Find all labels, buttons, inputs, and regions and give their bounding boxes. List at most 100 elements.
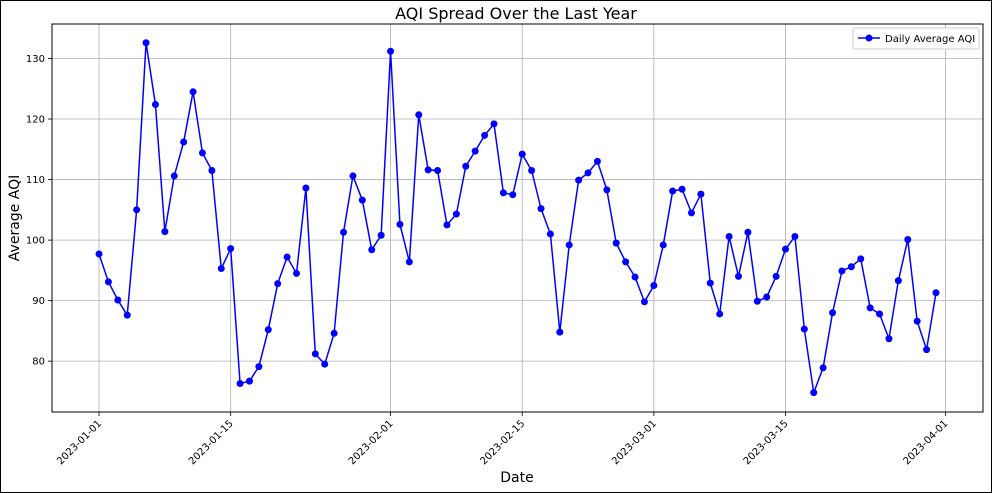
data-point bbox=[791, 232, 799, 240]
data-point bbox=[180, 138, 188, 146]
data-point bbox=[819, 364, 827, 372]
data-point bbox=[462, 162, 470, 170]
x-tick-label: 2023-01-01 bbox=[55, 418, 104, 467]
data-point bbox=[396, 220, 404, 228]
data-point bbox=[782, 245, 790, 253]
data-point bbox=[415, 111, 423, 119]
data-point bbox=[678, 185, 686, 193]
data-point bbox=[198, 149, 206, 157]
data-point bbox=[847, 263, 855, 271]
data-point bbox=[245, 377, 253, 385]
data-point bbox=[349, 172, 357, 180]
data-point bbox=[904, 235, 912, 243]
data-point bbox=[838, 267, 846, 275]
y-tick-label: 100 bbox=[26, 236, 45, 247]
data-point bbox=[575, 176, 583, 184]
data-point bbox=[189, 88, 197, 96]
data-point bbox=[133, 206, 141, 214]
data-point bbox=[358, 196, 366, 204]
data-point bbox=[95, 250, 103, 258]
data-point bbox=[293, 269, 301, 277]
data-point bbox=[857, 255, 865, 263]
data-point bbox=[104, 278, 112, 286]
data-point bbox=[387, 47, 395, 55]
data-point bbox=[923, 346, 931, 354]
x-axis-ticks: 2023-01-01 2023-01-15 2023-02-01 2023-02-15… bbox=[55, 412, 951, 467]
y-tick-label: 120 bbox=[26, 115, 45, 126]
data-point bbox=[434, 166, 442, 174]
data-point bbox=[640, 298, 648, 306]
series-daily-average-aqi bbox=[95, 39, 940, 397]
data-point bbox=[800, 325, 808, 333]
data-point bbox=[311, 350, 319, 358]
series-line bbox=[98, 42, 937, 396]
data-point bbox=[659, 241, 667, 249]
data-point bbox=[650, 281, 658, 289]
data-point bbox=[161, 228, 169, 236]
data-point bbox=[368, 246, 376, 254]
data-point bbox=[471, 147, 479, 155]
data-point bbox=[302, 184, 310, 192]
data-point bbox=[894, 277, 902, 285]
data-point bbox=[603, 186, 611, 194]
y-tick-label: 80 bbox=[32, 357, 45, 368]
data-point bbox=[763, 293, 771, 301]
data-point bbox=[377, 231, 385, 239]
data-point bbox=[829, 309, 837, 317]
data-point bbox=[622, 258, 630, 266]
data-point bbox=[330, 329, 338, 337]
data-point bbox=[123, 311, 131, 319]
data-point bbox=[499, 189, 507, 197]
axes bbox=[51, 23, 984, 413]
legend-box bbox=[852, 27, 980, 50]
data-point bbox=[753, 297, 761, 305]
data-point bbox=[612, 239, 620, 247]
grid-lines bbox=[52, 24, 983, 412]
x-tick-label: 2023-02-15 bbox=[478, 418, 527, 467]
data-point bbox=[669, 187, 677, 195]
plot-area-border bbox=[51, 23, 984, 413]
x-tick-label: 2023-03-15 bbox=[742, 418, 791, 467]
x-tick-label: 2023-02-01 bbox=[347, 418, 396, 467]
data-point bbox=[217, 265, 225, 273]
x-tick-label: 2023-01-15 bbox=[187, 418, 236, 467]
data-point bbox=[593, 157, 601, 165]
legend-label: Daily Average AQI bbox=[885, 34, 975, 45]
chart-title: AQI Spread Over the Last Year bbox=[395, 4, 637, 23]
y-tick-label: 110 bbox=[26, 175, 45, 186]
data-point bbox=[405, 258, 413, 266]
y-axis-ticks: 80 90 100 110 120 130 bbox=[26, 54, 52, 368]
x-tick-label: 2023-03-01 bbox=[610, 418, 659, 467]
data-point bbox=[509, 191, 517, 199]
data-point bbox=[490, 120, 498, 128]
data-point bbox=[283, 253, 291, 261]
y-axis-label: Average AQI bbox=[7, 175, 23, 261]
data-point bbox=[556, 328, 564, 336]
data-point bbox=[227, 245, 235, 253]
data-point bbox=[170, 172, 178, 180]
data-point bbox=[744, 228, 752, 236]
data-point bbox=[734, 272, 742, 280]
data-point bbox=[546, 230, 554, 238]
data-point bbox=[584, 169, 592, 177]
data-point bbox=[810, 389, 818, 397]
data-point bbox=[340, 228, 348, 236]
data-point bbox=[932, 289, 940, 297]
data-point bbox=[706, 279, 714, 287]
data-point bbox=[424, 166, 432, 174]
data-point bbox=[866, 304, 874, 312]
data-point bbox=[772, 272, 780, 280]
data-point bbox=[565, 241, 573, 249]
data-point bbox=[142, 39, 150, 47]
data-point bbox=[631, 273, 639, 281]
data-point bbox=[321, 360, 329, 368]
data-point bbox=[114, 296, 122, 304]
data-point bbox=[725, 232, 733, 240]
data-point bbox=[697, 190, 705, 198]
x-tick-label: 2023-04-01 bbox=[902, 418, 951, 467]
data-point bbox=[528, 166, 536, 174]
legend-marker-swatch bbox=[865, 34, 873, 42]
data-point bbox=[716, 310, 724, 318]
